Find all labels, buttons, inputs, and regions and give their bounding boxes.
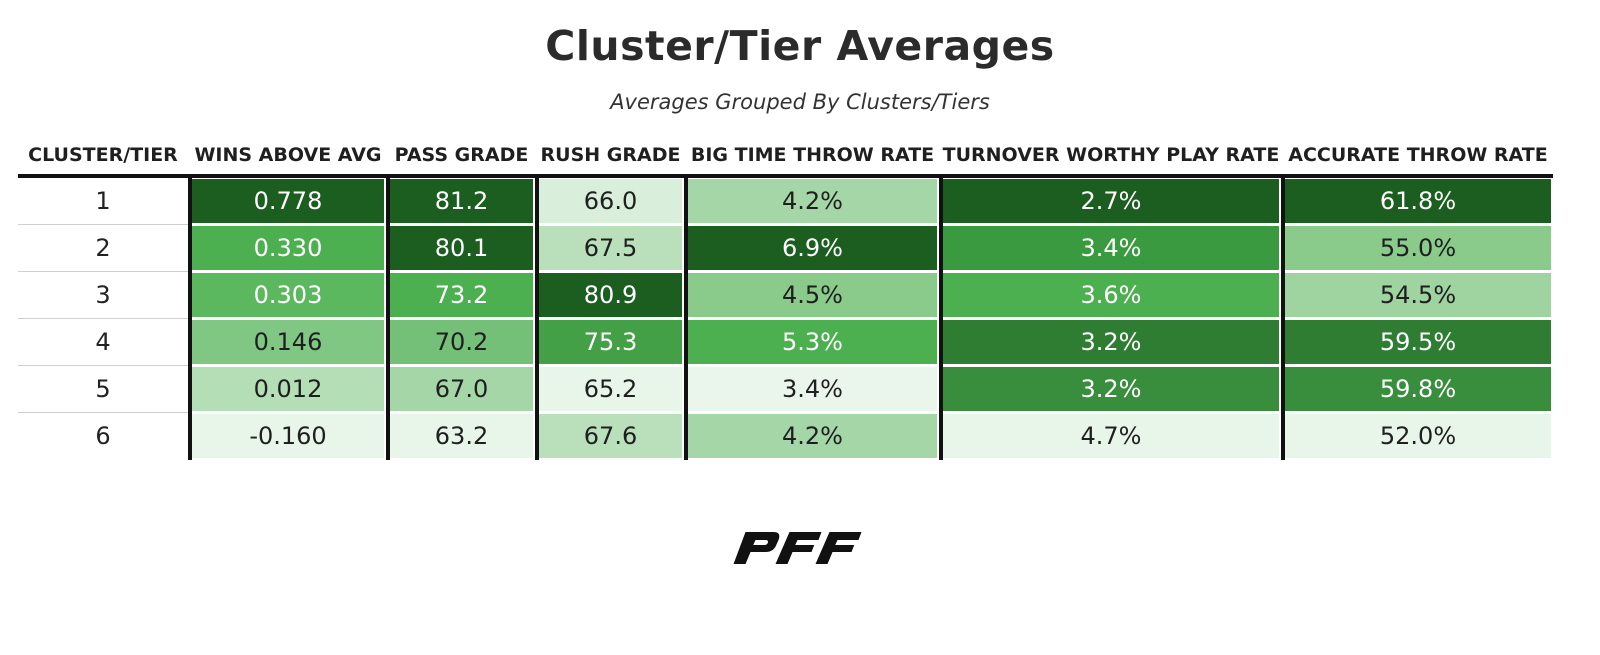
chart-title: Cluster/Tier Averages	[545, 22, 1055, 70]
column-divider	[1281, 174, 1285, 460]
column-divider	[684, 174, 688, 460]
row-separator	[18, 412, 188, 413]
value-cell: 0.146	[192, 320, 384, 364]
column-divider	[386, 174, 390, 460]
chart-subtitle: Averages Grouped By Clusters/Tiers	[610, 90, 990, 114]
value-cell: 70.2	[390, 320, 533, 364]
value-cell: 4.7%	[943, 414, 1279, 458]
row-separator	[18, 224, 188, 225]
column-header: BIG TIME THROW RATE	[690, 144, 935, 166]
value-cell: 52.0%	[1285, 414, 1551, 458]
value-cell: 5.3%	[688, 320, 937, 364]
value-cell: 73.2	[390, 273, 533, 317]
column-header: PASS GRADE	[394, 144, 529, 166]
value-cell: 3.2%	[943, 320, 1279, 364]
value-cell: 4.2%	[688, 179, 937, 223]
column-divider	[939, 174, 943, 460]
value-cell: 66.0	[539, 179, 682, 223]
tier-label: 5	[95, 375, 111, 403]
value-cell: 67.5	[539, 226, 682, 270]
column-divider	[535, 174, 539, 460]
value-cell: 65.2	[539, 367, 682, 411]
value-cell: 0.330	[192, 226, 384, 270]
row-separator	[18, 365, 188, 366]
tier-label: 1	[95, 187, 111, 215]
value-cell: 54.5%	[1285, 273, 1551, 317]
value-cell: 3.4%	[943, 226, 1279, 270]
column-header: RUSH GRADE	[540, 144, 681, 166]
value-cell: 3.2%	[943, 367, 1279, 411]
column-header: WINS ABOVE AVG	[194, 144, 382, 166]
column-divider	[188, 174, 192, 460]
column-header: TURNOVER WORTHY PLAY RATE	[942, 144, 1280, 166]
value-cell: 6.9%	[688, 226, 937, 270]
value-cell: 59.8%	[1285, 367, 1551, 411]
value-cell: 0.012	[192, 367, 384, 411]
value-cell: 3.4%	[688, 367, 937, 411]
value-cell: 0.778	[192, 179, 384, 223]
value-cell: 55.0%	[1285, 226, 1551, 270]
table-top-rule	[18, 174, 1553, 178]
row-separator	[18, 271, 188, 272]
value-cell: 4.2%	[688, 414, 937, 458]
column-header: ACCURATE THROW RATE	[1288, 144, 1548, 166]
value-cell: 80.9	[539, 273, 682, 317]
value-cell: 0.303	[192, 273, 384, 317]
value-cell: 4.5%	[688, 273, 937, 317]
value-cell: 63.2	[390, 414, 533, 458]
value-cell: 2.7%	[943, 179, 1279, 223]
tier-label: 3	[95, 281, 111, 309]
tier-label: 6	[95, 422, 111, 450]
value-cell: 61.8%	[1285, 179, 1551, 223]
tier-label: 2	[95, 234, 111, 262]
row-separator	[18, 318, 188, 319]
column-header: CLUSTER/TIER	[28, 144, 178, 166]
value-cell: 81.2	[390, 179, 533, 223]
value-cell: -0.160	[192, 414, 384, 458]
tier-label: 4	[95, 328, 111, 356]
value-cell: 75.3	[539, 320, 682, 364]
value-cell: 67.6	[539, 414, 682, 458]
value-cell: 80.1	[390, 226, 533, 270]
pff-logo	[733, 532, 862, 564]
value-cell: 3.6%	[943, 273, 1279, 317]
value-cell: 67.0	[390, 367, 533, 411]
value-cell: 59.5%	[1285, 320, 1551, 364]
